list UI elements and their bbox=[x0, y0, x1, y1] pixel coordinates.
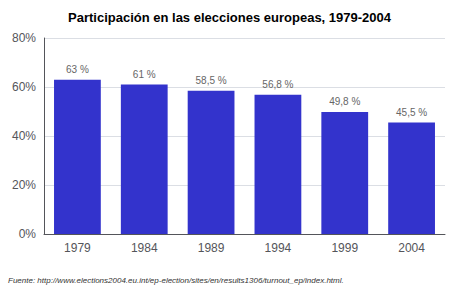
svg-text:1999: 1999 bbox=[331, 241, 358, 255]
svg-text:60%: 60% bbox=[12, 80, 36, 94]
svg-text:40%: 40% bbox=[12, 129, 36, 143]
svg-text:45,5 %: 45,5 % bbox=[396, 107, 427, 118]
svg-text:1989: 1989 bbox=[198, 241, 225, 255]
svg-text:20%: 20% bbox=[12, 178, 36, 192]
svg-text:49,8 %: 49,8 % bbox=[329, 96, 360, 107]
svg-text:63 %: 63 % bbox=[66, 64, 89, 75]
svg-text:80%: 80% bbox=[12, 31, 36, 45]
svg-text:Participación en las eleccione: Participación en las elecciones europeas… bbox=[68, 10, 392, 25]
svg-text:2004: 2004 bbox=[398, 241, 425, 255]
svg-text:1984: 1984 bbox=[131, 241, 158, 255]
svg-text:0%: 0% bbox=[19, 227, 37, 241]
svg-text:1994: 1994 bbox=[265, 241, 292, 255]
svg-text:1979: 1979 bbox=[64, 241, 91, 255]
svg-text:58,5 %: 58,5 % bbox=[196, 75, 227, 86]
svg-text:56,8 %: 56,8 % bbox=[262, 79, 293, 90]
svg-text:Fuente: http://www.elections20: Fuente: http://www.elections2004.eu.int/… bbox=[8, 276, 344, 285]
svg-text:61 %: 61 % bbox=[133, 69, 156, 80]
